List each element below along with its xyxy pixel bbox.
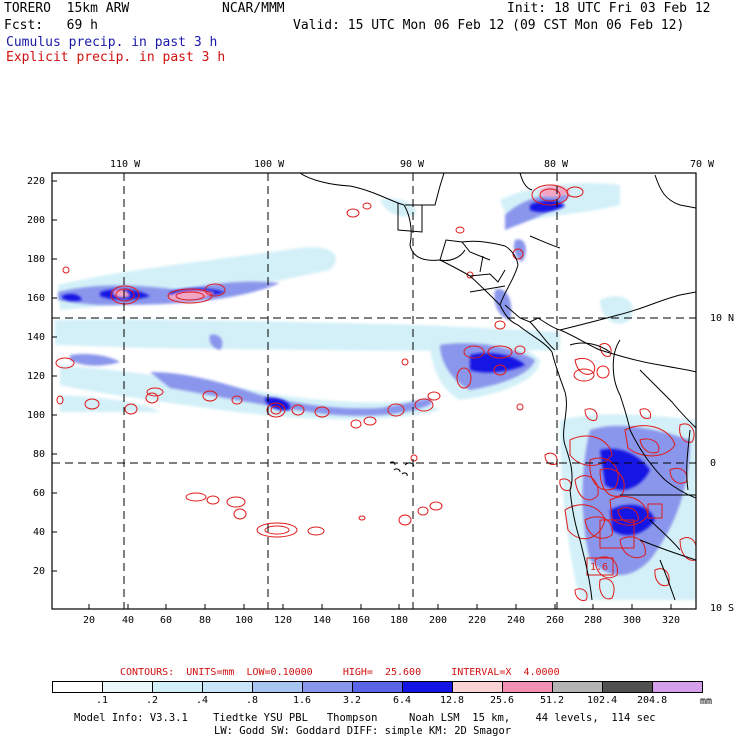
lon-label-100w: 100 W	[254, 159, 285, 170]
colorbar-label: .8	[245, 695, 259, 706]
colorbar-label: 204.8	[637, 695, 668, 706]
y-tick-label: 220	[27, 176, 46, 187]
x-tick-label: 300	[623, 615, 642, 626]
y-tick-label: 140	[27, 332, 46, 343]
lat-label-0: 0	[710, 458, 717, 469]
y-tick-label: 160	[27, 293, 46, 304]
valid-time: Valid: 15 UTC Mon 06 Feb 12 (09 CST Mon …	[293, 18, 685, 33]
x-tick-label: 320	[662, 615, 681, 626]
y-tick-label: 40	[33, 527, 46, 538]
field1-title: Cumulus precip. in past 3 h	[6, 35, 218, 50]
model-info: Model Info: V3.3.1 Tiedtke YSU PBL Thomp…	[74, 712, 656, 724]
x-tick-label: 280	[584, 615, 603, 626]
map-frame	[51, 172, 697, 610]
y-tick-label: 80	[33, 449, 46, 460]
colorbar-cell	[402, 681, 453, 693]
y-tick-label: 20	[33, 566, 46, 577]
colorbar-label: .4	[195, 695, 209, 706]
x-tick-label: 20	[83, 615, 96, 626]
colorbar-label: 3.2	[342, 695, 362, 706]
lon-label-110w: 110 W	[110, 159, 141, 170]
explicit-precip-contours	[55, 184, 696, 601]
x-tick-label: 60	[160, 615, 173, 626]
colorbar-label: 51.2	[539, 695, 565, 706]
x-tick-label: 120	[274, 615, 293, 626]
colorbar-label: 102.4	[587, 695, 618, 706]
colorbar-unit: mm	[700, 696, 713, 707]
y-tick-label: 100	[27, 410, 46, 421]
x-tick-label: 140	[313, 615, 332, 626]
colorbar-cell	[552, 681, 603, 693]
physics-info: LW: Godd SW: Goddard DIFF: simple KM: 2D…	[214, 725, 512, 737]
colorbar-cell	[202, 681, 253, 693]
x-tick-label: 180	[390, 615, 409, 626]
colorbar-cell	[252, 681, 303, 693]
colorbar-cell	[102, 681, 153, 693]
lon-label-80w: 80 W	[544, 159, 569, 170]
colorbar-label: 25.6	[489, 695, 515, 706]
colorbar-label: 12.8	[439, 695, 465, 706]
x-tick-label: 100	[235, 615, 254, 626]
lat-label-10n: 10 N	[710, 313, 735, 324]
y-tick-label: 180	[27, 254, 46, 265]
colorbar-cell	[352, 681, 403, 693]
init-time: Init: 18 UTC Fri 03 Feb 12	[507, 1, 711, 16]
x-tick-label: 40	[122, 615, 135, 626]
graticule	[52, 173, 696, 609]
coastlines-and-borders	[299, 173, 696, 601]
colorbar-cell	[302, 681, 353, 693]
model-title: TORERO 15km ARW	[4, 1, 130, 16]
colorbar-label: .2	[145, 695, 159, 706]
lat-label-10s: 10 S	[710, 603, 735, 614]
colorbar-cell	[452, 681, 503, 693]
x-tick-label: 200	[429, 615, 448, 626]
colorbar-cell	[652, 681, 703, 693]
contour-info: CONTOURS: UNITS=mm LOW=0.10000 HIGH= 25.…	[120, 667, 560, 678]
colorbar-cell	[602, 681, 653, 693]
axis-ticks	[52, 180, 672, 609]
y-tick-label: 60	[33, 488, 46, 499]
colorbar-cell	[502, 681, 553, 693]
x-tick-label: 220	[468, 615, 487, 626]
colorbar-cell	[152, 681, 203, 693]
colorbar-cell	[52, 681, 103, 693]
contour-box-label: 1.6	[590, 562, 609, 573]
precip-field	[55, 173, 696, 601]
lon-label-70w: 70 W	[690, 159, 715, 170]
x-tick-label: 260	[546, 615, 565, 626]
x-tick-label: 240	[507, 615, 526, 626]
field2-title: Explicit precip. in past 3 h	[6, 50, 226, 65]
y-tick-label: 120	[27, 371, 46, 382]
colorbar-label: .1	[95, 695, 109, 706]
lon-label-90w: 90 W	[400, 159, 425, 170]
forecast-hour: Fcst: 69 h	[4, 18, 98, 33]
org-name: NCAR/MMM	[222, 1, 285, 16]
x-tick-label: 80	[199, 615, 212, 626]
colorbar-label: 1.6	[292, 695, 312, 706]
x-tick-label: 160	[352, 615, 371, 626]
y-tick-label: 200	[27, 215, 46, 226]
colorbar-label: 6.4	[392, 695, 412, 706]
